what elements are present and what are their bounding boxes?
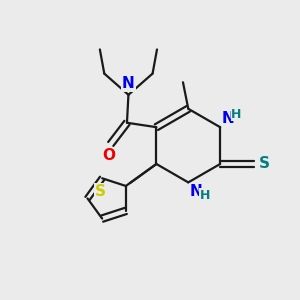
Text: N: N <box>190 184 203 199</box>
Text: S: S <box>95 184 106 199</box>
Text: O: O <box>102 148 115 164</box>
Text: N: N <box>222 111 234 126</box>
Text: S: S <box>258 157 269 172</box>
Text: N: N <box>122 76 135 91</box>
Text: H: H <box>200 189 210 202</box>
Text: H: H <box>231 108 242 121</box>
